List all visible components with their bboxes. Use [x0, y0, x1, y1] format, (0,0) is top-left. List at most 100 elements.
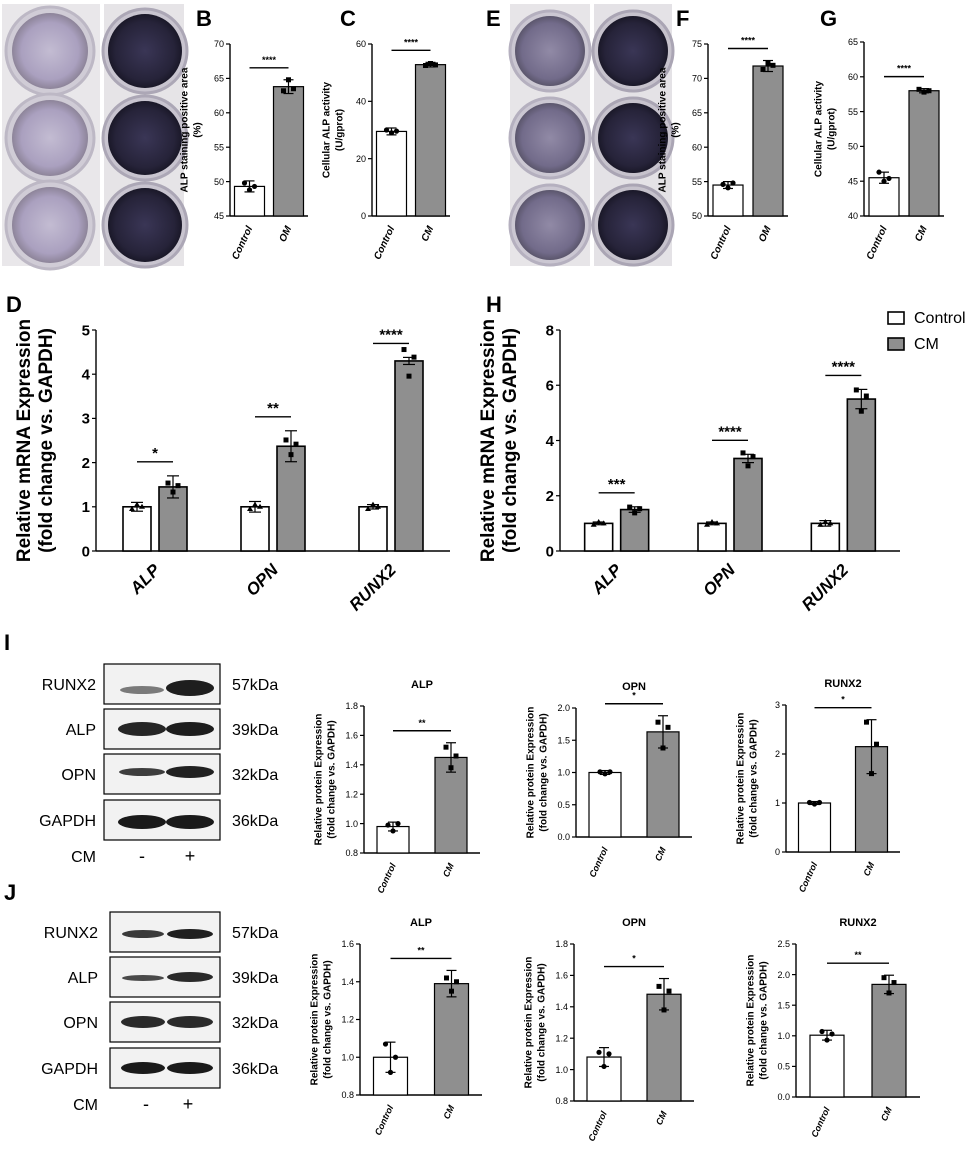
- y-tick-label: 1.0: [777, 1031, 790, 1041]
- y-axis-label: Cellular ALP activity: [321, 81, 332, 178]
- data-point: [864, 719, 869, 725]
- data-point: [858, 408, 864, 414]
- blot-j-kda: 39kDa: [232, 970, 278, 987]
- x-tick-label: RUNX2: [798, 560, 853, 615]
- panel-label-d: D: [6, 292, 22, 317]
- panel-label-i: I: [4, 630, 10, 655]
- bar: [433, 983, 470, 1096]
- bar: [871, 983, 907, 1098]
- y-axis-label: Relative protein Expression: [735, 713, 746, 845]
- data-point: [388, 130, 395, 136]
- western-blot-i: [103, 663, 221, 841]
- blot-j-treatment-label: CM: [73, 1097, 98, 1114]
- data-point: [916, 86, 922, 92]
- data-point: [246, 187, 253, 193]
- data-point: [660, 745, 666, 751]
- blot-i-kda: 36kDa: [232, 813, 278, 830]
- panel-label-b: B: [196, 6, 212, 31]
- data-point: [595, 518, 602, 524]
- y-tick-label: 1.2: [341, 1015, 354, 1025]
- bar: [588, 771, 622, 838]
- blot-i-row-label: RUNX2: [42, 677, 96, 694]
- data-point: [600, 520, 607, 526]
- data-point: [257, 503, 263, 509]
- data-point: [666, 988, 672, 994]
- y-axis-label: (fold change vs. GAPDH): [758, 961, 769, 1079]
- data-point: [433, 62, 438, 68]
- chart-f: 50 55 60 65 70 75 ALP staining positive area (%…: [657, 36, 788, 261]
- y-tick-label: 1.0: [345, 819, 358, 829]
- data-point: [392, 1054, 399, 1060]
- y-tick-label: 60: [214, 108, 224, 118]
- bar: [619, 508, 650, 552]
- data-point: [411, 354, 417, 360]
- x-tick-label: OM: [757, 224, 774, 244]
- data-point: [365, 506, 371, 512]
- data-point: [827, 520, 834, 526]
- y-axis-label: Relative mRNA Expression: [478, 319, 499, 562]
- data-point: [370, 501, 376, 507]
- panel-label-g: G: [820, 6, 837, 31]
- blot-j-kda: 57kDa: [232, 925, 278, 942]
- blot-j-row-label: RUNX2: [44, 925, 98, 942]
- y-tick-label: 0: [82, 543, 90, 560]
- data-point: [390, 828, 396, 834]
- data-point: [281, 88, 286, 94]
- chart-title: ALP: [411, 679, 433, 691]
- data-point: [606, 1051, 612, 1057]
- blot-j-lane-minus: -: [143, 1094, 149, 1114]
- y-tick-label: 40: [848, 211, 858, 221]
- blot-i-kda: 57kDa: [232, 677, 278, 694]
- data-point: [863, 393, 869, 399]
- data-point: [886, 990, 892, 996]
- y-tick-label: 2: [546, 488, 554, 505]
- data-point: [704, 521, 710, 527]
- data-point: [393, 128, 400, 134]
- y-tick-label: 1: [82, 499, 90, 516]
- data-point: [822, 518, 829, 524]
- blot-i-lane-minus: -: [139, 846, 145, 866]
- data-point: [443, 744, 449, 750]
- blot-i-lane-plus: +: [185, 846, 196, 866]
- x-tick-label: ALP: [126, 560, 165, 599]
- chart-title: OPN: [622, 681, 646, 693]
- data-point: [661, 1007, 667, 1013]
- y-axis-label: (fold change vs. GAPDH): [322, 960, 333, 1078]
- blot-i-kda: 32kDa: [232, 767, 278, 784]
- bar: [797, 802, 832, 853]
- y-tick-label: 1: [775, 798, 780, 808]
- y-tick-label: 75: [692, 39, 702, 49]
- bar: [394, 360, 424, 552]
- significance-label: ****: [404, 37, 419, 47]
- x-tick-label: CM: [654, 1109, 669, 1126]
- data-point: [819, 1028, 825, 1035]
- data-point: [656, 983, 662, 989]
- data-point: [720, 181, 726, 187]
- y-tick-label: 2.0: [557, 703, 570, 713]
- western-blot-j: [109, 911, 221, 1089]
- y-tick-label: 50: [848, 142, 858, 152]
- data-point: [709, 518, 715, 524]
- significance-label: **: [854, 950, 862, 960]
- bar: [810, 522, 841, 552]
- bar: [414, 64, 447, 217]
- y-tick-label: 4: [546, 433, 555, 450]
- y-tick-label: 1.2: [555, 1033, 568, 1043]
- data-point: [406, 373, 412, 379]
- data-point: [165, 480, 171, 486]
- y-tick-label: 1.4: [345, 760, 358, 770]
- data-point: [655, 719, 661, 725]
- significance-label: **: [267, 400, 279, 417]
- bar: [122, 505, 152, 552]
- data-point: [283, 437, 289, 443]
- blot-i-row-label: GAPDH: [39, 813, 96, 830]
- chart-g: 40 45 50 55 60 65 Cellular ALP activity (U/gpro…: [813, 37, 944, 261]
- chart-i-opn: 0.0 0.5 1.0 1.5 2.0 Relative protein Expressi…: [525, 681, 692, 879]
- significance-label: **: [418, 718, 426, 728]
- y-axis-label: (U/gprot): [826, 108, 837, 150]
- bar: [697, 522, 727, 552]
- legend-label: CM: [914, 336, 939, 353]
- y-tick-label: 8: [546, 322, 554, 339]
- y-tick-label: 0.5: [557, 800, 570, 810]
- y-tick-label: 60: [692, 142, 702, 152]
